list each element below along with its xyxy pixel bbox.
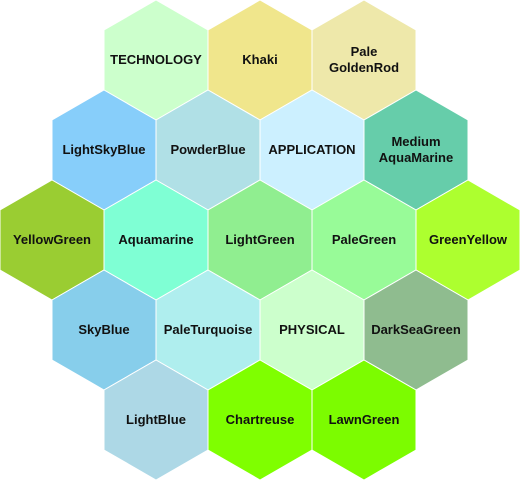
hexagon-yellowgreen: YellowGreen	[0, 179, 105, 301]
hexagon-skyblue: SkyBlue	[51, 269, 157, 391]
hexagon-lightgreen: LightGreen	[207, 179, 313, 301]
hexagon-label: Aquamarine	[118, 232, 193, 247]
hexagon-label: LightGreen	[225, 232, 294, 247]
hexagon-label: PowderBlue	[170, 142, 245, 157]
hexagon-application: APPLICATION	[259, 89, 365, 211]
hexagon-label: YellowGreen	[13, 232, 91, 247]
hexagon-label: DarkSeaGreen	[371, 322, 461, 337]
hexagon-label: PHYSICAL	[279, 322, 345, 337]
hexagon-label: Chartreuse	[226, 412, 295, 427]
hexagon-lightblue: LightBlue	[103, 359, 209, 481]
hexagon-label: TECHNOLOGY	[110, 52, 202, 67]
hexagon-label: GreenYellow	[429, 232, 508, 247]
hexagon-label: LightBlue	[126, 412, 186, 427]
hexagon-medium-aquamarine: Medium AquaMarine	[363, 89, 469, 211]
hexagon-label: Medium AquaMarine	[379, 134, 453, 165]
hexagon-label: LawnGreen	[329, 412, 400, 427]
hexagon-label: PaleGreen	[332, 232, 396, 247]
hexagon-greenyellow: GreenYellow	[415, 179, 521, 301]
hexagon-label: APPLICATION	[268, 142, 355, 157]
hexagon-label: PaleTurquoise	[164, 322, 253, 337]
hexagon-chartreuse: Chartreuse	[207, 359, 313, 481]
hexagon-label: LightSkyBlue	[62, 142, 145, 157]
hexagon-label: SkyBlue	[78, 322, 129, 337]
hexagon-lawngreen: LawnGreen	[311, 359, 417, 481]
hexagon-pale-goldenrod: Pale GoldenRod	[311, 0, 417, 121]
hexagon-label: Khaki	[242, 52, 277, 67]
hexagon-label: Pale GoldenRod	[329, 44, 399, 75]
hexagon-powderblue: PowderBlue	[155, 89, 261, 211]
hexagon-shape	[311, 359, 417, 481]
